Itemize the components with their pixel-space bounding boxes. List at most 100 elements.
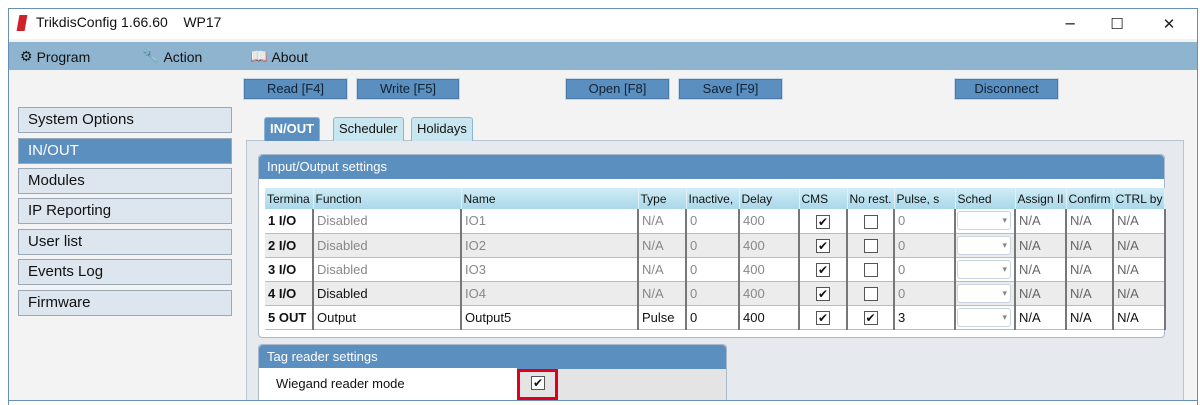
cms-checkbox[interactable]: ✔ (816, 262, 830, 277)
cell-sched[interactable]: ▾ (955, 257, 1017, 282)
cell-confirm[interactable]: N/A (1066, 281, 1115, 306)
sidebar-item-ip-reporting[interactable]: IP Reporting (18, 198, 232, 224)
no-restore-checkbox[interactable] (863, 262, 878, 277)
cell-no-restore[interactable] (847, 257, 896, 282)
cell-cms[interactable]: ✔ (799, 233, 848, 258)
column-header[interactable]: No rest. (847, 188, 895, 209)
cell-pulse[interactable]: 0 (894, 233, 957, 258)
column-header[interactable]: Confirm (1066, 188, 1114, 209)
cell-ctrl[interactable]: N/A (1113, 281, 1166, 306)
cell-inactive[interactable]: 0 (686, 233, 740, 258)
cell-assign[interactable]: N/A (1015, 305, 1068, 330)
cell-name[interactable]: IO2 (461, 233, 639, 258)
sched-dropdown[interactable]: ▾ (957, 283, 1012, 303)
cell-function[interactable]: Disabled (313, 257, 462, 282)
column-header[interactable]: CTRL by (1113, 188, 1166, 209)
sched-dropdown[interactable]: ▾ (957, 307, 1012, 327)
cell-assign[interactable]: N/A (1015, 257, 1068, 282)
cell-inactive[interactable]: 0 (686, 209, 740, 234)
column-header[interactable]: Inactive, (686, 188, 740, 209)
cell-pulse[interactable]: 0 (894, 257, 957, 282)
column-header[interactable]: Termina (265, 188, 314, 209)
sidebar-item-firmware[interactable]: Firmware (18, 290, 232, 316)
no-restore-checkbox[interactable]: ✔ (863, 310, 878, 325)
cell-assign[interactable]: N/A (1015, 233, 1068, 258)
sidebar-item-user-list[interactable]: User list (18, 229, 232, 255)
wiegand-reader-checkbox[interactable]: ✔ (531, 376, 545, 390)
no-restore-checkbox[interactable] (863, 238, 878, 253)
tab-holidays[interactable]: Holidays (411, 117, 473, 141)
cell-delay[interactable]: 400 (739, 233, 800, 258)
cell-cms[interactable]: ✔ (799, 209, 848, 234)
cell-name[interactable]: Output5 (461, 305, 639, 330)
no-restore-checkbox[interactable] (863, 214, 878, 229)
tab-in-out[interactable]: IN/OUT (264, 117, 321, 141)
cell-type[interactable]: Pulse (638, 305, 687, 330)
cell-name[interactable]: IO1 (461, 209, 639, 234)
minimize-button[interactable]: ─ (1065, 15, 1075, 33)
cell-confirm[interactable]: N/A (1066, 257, 1115, 282)
cell-no-restore[interactable] (847, 209, 896, 234)
cell-inactive[interactable]: 0 (686, 305, 740, 330)
column-header[interactable]: Name (461, 188, 639, 209)
cms-checkbox[interactable]: ✔ (816, 214, 830, 229)
save-button[interactable]: Save [F9] (678, 78, 783, 100)
sched-dropdown[interactable]: ▾ (957, 259, 1012, 279)
cell-function[interactable]: Output (313, 305, 462, 330)
maximize-button[interactable]: ☐ (1110, 15, 1124, 33)
column-header[interactable]: Assign II (1015, 188, 1067, 209)
cell-cms[interactable]: ✔ (799, 281, 848, 306)
cell-no-restore[interactable]: ✔ (847, 305, 896, 330)
cell-pulse[interactable]: 3 (894, 305, 957, 330)
cell-confirm[interactable]: N/A (1066, 305, 1115, 330)
column-header[interactable]: Function (313, 188, 462, 209)
cell-sched[interactable]: ▾ (955, 233, 1017, 258)
column-header[interactable]: Pulse, s (894, 188, 956, 209)
cell-function[interactable]: Disabled (313, 209, 462, 234)
close-button[interactable]: ✕ (1162, 15, 1176, 33)
cell-sched[interactable]: ▾ (955, 281, 1017, 306)
cell-no-restore[interactable] (847, 233, 896, 258)
cell-inactive[interactable]: 0 (686, 281, 740, 306)
cell-ctrl[interactable]: N/A (1113, 257, 1166, 282)
no-restore-checkbox[interactable] (863, 286, 878, 301)
cell-delay[interactable]: 400 (739, 305, 800, 330)
read-button[interactable]: Read [F4] (243, 78, 348, 100)
cell-function[interactable]: Disabled (313, 281, 462, 306)
sidebar-item-modules[interactable]: Modules (18, 168, 232, 194)
cell-sched[interactable]: ▾ (955, 209, 1017, 234)
cell-confirm[interactable]: N/A (1066, 233, 1115, 258)
cell-type[interactable]: N/A (638, 257, 687, 282)
cell-cms[interactable]: ✔ (799, 305, 848, 330)
open-button[interactable]: Open [F8] (565, 78, 670, 100)
cell-delay[interactable]: 400 (739, 281, 800, 306)
cell-cms[interactable]: ✔ (799, 257, 848, 282)
cell-ctrl[interactable]: N/A (1113, 209, 1166, 234)
cms-checkbox[interactable]: ✔ (816, 310, 830, 325)
column-header[interactable]: CMS (799, 188, 848, 209)
cell-function[interactable]: Disabled (313, 233, 462, 258)
cell-type[interactable]: N/A (638, 281, 687, 306)
cell-pulse[interactable]: 0 (894, 281, 957, 306)
cms-checkbox[interactable]: ✔ (816, 286, 830, 301)
menu-about[interactable]: 📖 About (250, 48, 308, 65)
cell-inactive[interactable]: 0 (686, 257, 740, 282)
tab-scheduler[interactable]: Scheduler (333, 117, 404, 141)
sidebar-item-events-log[interactable]: Events Log (18, 259, 232, 285)
column-header[interactable]: Delay (739, 188, 800, 209)
sidebar-item-in-out[interactable]: IN/OUT (18, 138, 232, 164)
column-header[interactable]: Sched (955, 188, 1016, 209)
write-button[interactable]: Write [F5] (356, 78, 460, 100)
disconnect-button[interactable]: Disconnect (954, 78, 1059, 100)
cms-checkbox[interactable]: ✔ (816, 238, 830, 253)
sidebar-item-system-options[interactable]: System Options (18, 107, 232, 133)
cell-assign[interactable]: N/A (1015, 281, 1068, 306)
cell-confirm[interactable]: N/A (1066, 209, 1115, 234)
sched-dropdown[interactable]: ▾ (957, 211, 1012, 231)
cell-assign[interactable]: N/A (1015, 209, 1068, 234)
column-header[interactable]: Type (638, 188, 687, 209)
cell-delay[interactable]: 400 (739, 209, 800, 234)
sched-dropdown[interactable]: ▾ (957, 235, 1012, 255)
cell-ctrl[interactable]: N/A (1113, 233, 1166, 258)
cell-type[interactable]: N/A (638, 209, 687, 234)
